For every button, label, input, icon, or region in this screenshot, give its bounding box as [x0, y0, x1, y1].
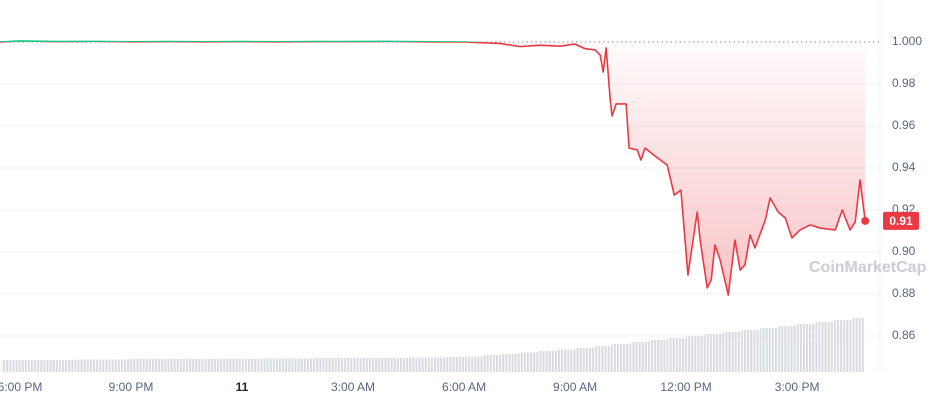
- volume-bar: [593, 346, 613, 372]
- volume-bar: [168, 359, 187, 372]
- x-tick-label: 3:00 AM: [331, 380, 375, 394]
- volume-bar: [501, 354, 520, 372]
- y-tick-label: 0.98: [892, 76, 916, 90]
- volume-bar: [205, 359, 224, 372]
- volume-bar: [630, 342, 650, 372]
- volume-bar: [612, 344, 631, 372]
- last-price-dot: [861, 216, 870, 225]
- volume-bar: [834, 320, 853, 372]
- y-tick-label: 0.96: [892, 118, 916, 132]
- volume-bar: [371, 358, 391, 372]
- volume-bar: [297, 358, 317, 372]
- price-area: [0, 42, 866, 296]
- y-tick-label: 0.88: [892, 286, 916, 300]
- volume-bar: [334, 358, 354, 372]
- volume-bar: [575, 348, 594, 372]
- x-tick-label: 3:00 PM: [775, 380, 820, 394]
- price-line-down: [0, 42, 866, 296]
- volume-bar: [760, 328, 779, 372]
- volume-bar: [538, 351, 557, 372]
- volume-bar: [852, 318, 865, 372]
- volume-bar: [797, 324, 816, 372]
- volume-bar: [316, 358, 335, 372]
- volume-bar: [704, 334, 724, 372]
- last-price-label: 0.91: [889, 214, 913, 228]
- volume-bar: [149, 359, 169, 372]
- x-tick-label: 6:00 PM: [0, 380, 42, 394]
- volume-bar: [260, 358, 280, 372]
- x-tick-label: 9:00 PM: [109, 380, 154, 394]
- volume-bar: [56, 360, 76, 372]
- volume-bar: [112, 359, 132, 372]
- y-tick-label: 0.90: [892, 244, 916, 258]
- volume-bar: [482, 355, 502, 372]
- volume-bar: [815, 322, 835, 372]
- volume-bar: [686, 336, 705, 372]
- y-tick-label: 0.94: [892, 160, 916, 174]
- volume-bar: [464, 356, 483, 372]
- volume-bar: [390, 358, 409, 372]
- volume-bar: [186, 359, 206, 372]
- x-tick-label: 12:00 PM: [660, 380, 711, 394]
- volume-bar: [741, 330, 761, 372]
- volume-bar: [38, 360, 57, 372]
- volume-bar: [723, 332, 742, 372]
- watermark: CoinMarketCap: [809, 259, 927, 276]
- volume-bar: [778, 326, 798, 372]
- volume-bar: [649, 340, 668, 372]
- volume-bar: [223, 359, 243, 372]
- price-line-up: [0, 40, 484, 42]
- y-tick-label: 1.000: [892, 34, 922, 48]
- last-price-box: [883, 211, 919, 230]
- volume-bar: [353, 358, 372, 372]
- volume-bar: [556, 349, 576, 372]
- volume-bar: [667, 338, 687, 372]
- volume-bar: [1, 360, 20, 372]
- volume-bar: [445, 357, 465, 372]
- x-tick-label: 11: [236, 380, 249, 394]
- volume-bar: [519, 352, 539, 372]
- volume-bar: [408, 357, 428, 372]
- volume-bar: [427, 357, 446, 372]
- volume-bar: [279, 358, 298, 372]
- y-tick-label: 0.86: [892, 328, 916, 342]
- volume-bar: [242, 359, 261, 372]
- volume-bar: [131, 359, 150, 372]
- volume-bar: [75, 359, 94, 372]
- volume-bar: [19, 360, 39, 372]
- x-tick-label: 9:00 AM: [553, 380, 597, 394]
- x-tick-label: 6:00 AM: [442, 380, 486, 394]
- volume-bar: [93, 359, 113, 372]
